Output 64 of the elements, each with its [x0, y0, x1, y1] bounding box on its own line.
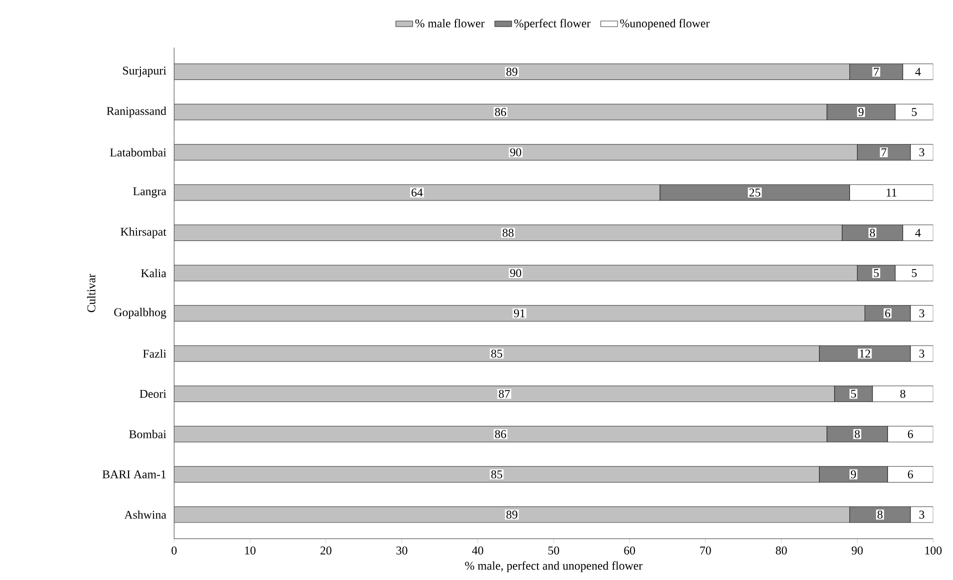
- data-label: 5: [874, 268, 879, 277]
- legend-label: %unopened flower: [620, 18, 710, 30]
- data-label: 6: [908, 430, 914, 438]
- data-label: 3: [919, 349, 924, 358]
- x-tick-label: 70: [700, 546, 711, 554]
- data-label: 87: [498, 390, 510, 398]
- x-tick-label: 80: [776, 546, 787, 554]
- x-tick-label: 30: [396, 546, 408, 554]
- data-label: 8: [900, 390, 906, 398]
- y-tick-label: Ranipassand: [106, 106, 166, 118]
- x-tick-label: 50: [548, 546, 560, 554]
- data-label: 85: [491, 470, 502, 478]
- data-label: 90: [510, 148, 522, 156]
- data-label: 9: [850, 470, 856, 478]
- data-label: 3: [919, 148, 924, 156]
- data-label: 8: [878, 510, 883, 518]
- data-label: 8: [870, 228, 875, 237]
- y-tick-label: BARI Aam-1: [102, 470, 166, 478]
- data-label: 3: [919, 309, 924, 318]
- x-tick-label: 100: [925, 546, 942, 554]
- legend-label: %perfect flower: [514, 18, 590, 30]
- data-label: 9: [858, 108, 864, 116]
- y-tick-label: Deori: [140, 390, 166, 398]
- data-label: 7: [874, 68, 879, 76]
- data-label: 90: [510, 268, 522, 277]
- data-label: 6: [908, 470, 914, 478]
- x-tick-label: 90: [852, 546, 863, 554]
- data-label: 4: [915, 68, 921, 76]
- data-label: 25: [749, 188, 760, 196]
- data-label: 3: [919, 510, 924, 518]
- data-label: 64: [412, 188, 423, 196]
- data-label: 8: [854, 430, 860, 438]
- data-label: 5: [912, 268, 917, 277]
- data-label: 6: [885, 309, 890, 318]
- y-tick-label: Gopalbhog: [114, 308, 166, 318]
- data-label: 88: [502, 228, 514, 237]
- data-label: 86: [495, 430, 506, 438]
- y-axis-title: Cultivar: [87, 274, 96, 312]
- data-label: 86: [495, 108, 506, 116]
- y-tick-label: Kalia: [141, 268, 166, 278]
- x-tick-label: 0: [172, 546, 177, 554]
- data-label: 7: [882, 148, 886, 156]
- data-label: 12: [860, 349, 870, 358]
- data-label: 91: [514, 309, 525, 318]
- x-tick-label: 10: [245, 546, 256, 554]
- data-label: 89: [506, 510, 518, 518]
- y-tick-label: Surjapuri: [123, 66, 166, 77]
- x-axis-title: % male, perfect and unopened flower: [465, 561, 642, 572]
- data-label: 85: [491, 349, 502, 358]
- y-tick-label: Ashwina: [124, 510, 166, 519]
- y-tick-label: Khirsapat: [120, 227, 166, 238]
- data-label: 5: [912, 108, 917, 116]
- y-tick-label: Fazli: [143, 349, 166, 358]
- data-label: 5: [851, 390, 856, 398]
- data-label: 4: [915, 228, 921, 236]
- x-tick-label: 20: [320, 546, 332, 554]
- y-tick-label: Bombai: [129, 430, 166, 438]
- y-tick-label: Latabombai: [110, 148, 166, 156]
- legend-label: % male flower: [415, 18, 485, 28]
- data-label: 11: [886, 188, 896, 196]
- x-tick-label: 60: [624, 546, 636, 554]
- x-tick-label: 40: [472, 546, 484, 554]
- y-tick-label: Langra: [133, 187, 166, 198]
- data-label: 89: [506, 68, 518, 76]
